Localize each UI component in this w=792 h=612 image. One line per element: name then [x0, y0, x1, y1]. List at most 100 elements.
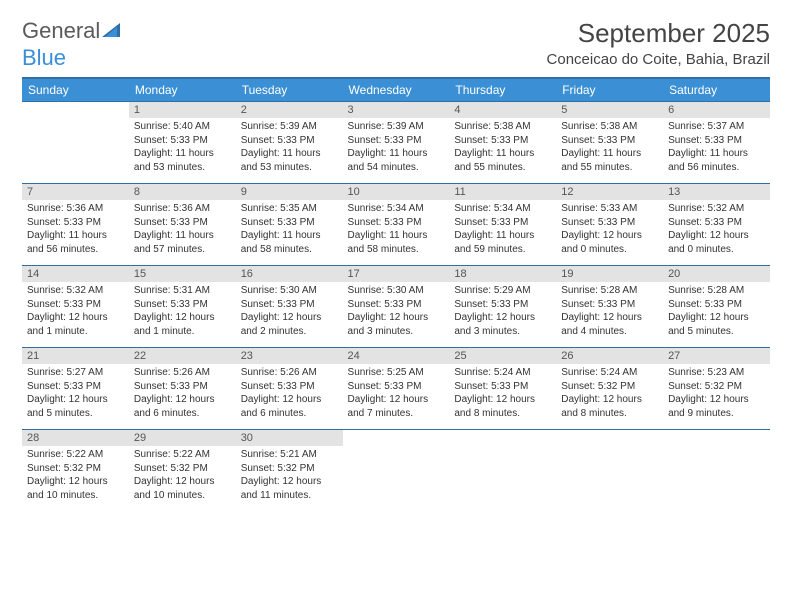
day-number: 24: [343, 348, 450, 364]
day-number: 25: [449, 348, 556, 364]
calendar-day-cell: [449, 430, 556, 508]
day-info: Sunrise: 5:26 AMSunset: 5:33 PMDaylight:…: [236, 364, 343, 424]
day-info: Sunrise: 5:40 AMSunset: 5:33 PMDaylight:…: [129, 118, 236, 178]
day-info: Sunrise: 5:37 AMSunset: 5:33 PMDaylight:…: [663, 118, 770, 178]
logo-text-general: General: [22, 18, 100, 43]
weekday-header: Saturday: [663, 78, 770, 102]
day-number: 26: [556, 348, 663, 364]
day-number: 17: [343, 266, 450, 282]
calendar-day-cell: 13Sunrise: 5:32 AMSunset: 5:33 PMDayligh…: [663, 184, 770, 266]
day-number: 1: [129, 102, 236, 118]
day-info: Sunrise: 5:28 AMSunset: 5:33 PMDaylight:…: [556, 282, 663, 342]
weekday-header: Monday: [129, 78, 236, 102]
day-info: Sunrise: 5:39 AMSunset: 5:33 PMDaylight:…: [236, 118, 343, 178]
day-number: 18: [449, 266, 556, 282]
day-info: Sunrise: 5:32 AMSunset: 5:33 PMDaylight:…: [22, 282, 129, 342]
calendar-day-cell: 16Sunrise: 5:30 AMSunset: 5:33 PMDayligh…: [236, 266, 343, 348]
day-number: 5: [556, 102, 663, 118]
day-info: Sunrise: 5:35 AMSunset: 5:33 PMDaylight:…: [236, 200, 343, 260]
calendar-day-cell: [663, 430, 770, 508]
day-info: Sunrise: 5:34 AMSunset: 5:33 PMDaylight:…: [343, 200, 450, 260]
calendar-week-row: 28Sunrise: 5:22 AMSunset: 5:32 PMDayligh…: [22, 430, 770, 508]
day-number: 2: [236, 102, 343, 118]
calendar-day-cell: 23Sunrise: 5:26 AMSunset: 5:33 PMDayligh…: [236, 348, 343, 430]
weekday-header: Friday: [556, 78, 663, 102]
day-number: 6: [663, 102, 770, 118]
day-info: Sunrise: 5:34 AMSunset: 5:33 PMDaylight:…: [449, 200, 556, 260]
day-number: 7: [22, 184, 129, 200]
day-info: Sunrise: 5:24 AMSunset: 5:33 PMDaylight:…: [449, 364, 556, 424]
day-info: Sunrise: 5:31 AMSunset: 5:33 PMDaylight:…: [129, 282, 236, 342]
day-info: Sunrise: 5:30 AMSunset: 5:33 PMDaylight:…: [236, 282, 343, 342]
weekday-header: Wednesday: [343, 78, 450, 102]
calendar-day-cell: 18Sunrise: 5:29 AMSunset: 5:33 PMDayligh…: [449, 266, 556, 348]
month-title: September 2025: [547, 18, 770, 49]
logo: General Blue: [22, 18, 124, 71]
calendar-day-cell: 29Sunrise: 5:22 AMSunset: 5:32 PMDayligh…: [129, 430, 236, 508]
day-number: 20: [663, 266, 770, 282]
calendar-day-cell: 25Sunrise: 5:24 AMSunset: 5:33 PMDayligh…: [449, 348, 556, 430]
title-block: September 2025 Conceicao do Coite, Bahia…: [547, 18, 770, 68]
day-info: Sunrise: 5:25 AMSunset: 5:33 PMDaylight:…: [343, 364, 450, 424]
calendar-day-cell: 12Sunrise: 5:33 AMSunset: 5:33 PMDayligh…: [556, 184, 663, 266]
day-number: 30: [236, 430, 343, 446]
calendar-day-cell: 4Sunrise: 5:38 AMSunset: 5:33 PMDaylight…: [449, 102, 556, 184]
weekday-header: Thursday: [449, 78, 556, 102]
day-info: Sunrise: 5:30 AMSunset: 5:33 PMDaylight:…: [343, 282, 450, 342]
day-number: 8: [129, 184, 236, 200]
day-info: Sunrise: 5:23 AMSunset: 5:32 PMDaylight:…: [663, 364, 770, 424]
calendar-day-cell: 2Sunrise: 5:39 AMSunset: 5:33 PMDaylight…: [236, 102, 343, 184]
calendar-header-row: Sunday Monday Tuesday Wednesday Thursday…: [22, 78, 770, 102]
day-info: Sunrise: 5:39 AMSunset: 5:33 PMDaylight:…: [343, 118, 450, 178]
day-info: Sunrise: 5:29 AMSunset: 5:33 PMDaylight:…: [449, 282, 556, 342]
day-number: 12: [556, 184, 663, 200]
day-info: Sunrise: 5:27 AMSunset: 5:33 PMDaylight:…: [22, 364, 129, 424]
calendar-day-cell: 20Sunrise: 5:28 AMSunset: 5:33 PMDayligh…: [663, 266, 770, 348]
day-number: 29: [129, 430, 236, 446]
day-info: Sunrise: 5:22 AMSunset: 5:32 PMDaylight:…: [22, 446, 129, 506]
day-number: 27: [663, 348, 770, 364]
calendar-day-cell: 28Sunrise: 5:22 AMSunset: 5:32 PMDayligh…: [22, 430, 129, 508]
day-number: 10: [343, 184, 450, 200]
day-number: 19: [556, 266, 663, 282]
calendar-day-cell: 22Sunrise: 5:26 AMSunset: 5:33 PMDayligh…: [129, 348, 236, 430]
calendar-day-cell: 24Sunrise: 5:25 AMSunset: 5:33 PMDayligh…: [343, 348, 450, 430]
calendar-day-cell: [556, 430, 663, 508]
calendar-day-cell: [343, 430, 450, 508]
calendar-day-cell: 3Sunrise: 5:39 AMSunset: 5:33 PMDaylight…: [343, 102, 450, 184]
day-number: 23: [236, 348, 343, 364]
logo-text-blue: Blue: [22, 45, 66, 70]
calendar-day-cell: 19Sunrise: 5:28 AMSunset: 5:33 PMDayligh…: [556, 266, 663, 348]
calendar-week-row: 7Sunrise: 5:36 AMSunset: 5:33 PMDaylight…: [22, 184, 770, 266]
day-number: 16: [236, 266, 343, 282]
calendar-day-cell: 21Sunrise: 5:27 AMSunset: 5:33 PMDayligh…: [22, 348, 129, 430]
calendar-day-cell: 14Sunrise: 5:32 AMSunset: 5:33 PMDayligh…: [22, 266, 129, 348]
calendar-week-row: 21Sunrise: 5:27 AMSunset: 5:33 PMDayligh…: [22, 348, 770, 430]
day-info: Sunrise: 5:28 AMSunset: 5:33 PMDaylight:…: [663, 282, 770, 342]
day-number: 4: [449, 102, 556, 118]
calendar-day-cell: 9Sunrise: 5:35 AMSunset: 5:33 PMDaylight…: [236, 184, 343, 266]
calendar-day-cell: 27Sunrise: 5:23 AMSunset: 5:32 PMDayligh…: [663, 348, 770, 430]
day-number: 15: [129, 266, 236, 282]
day-number: 9: [236, 184, 343, 200]
day-info: Sunrise: 5:36 AMSunset: 5:33 PMDaylight:…: [129, 200, 236, 260]
day-info: Sunrise: 5:38 AMSunset: 5:33 PMDaylight:…: [556, 118, 663, 178]
day-info: Sunrise: 5:22 AMSunset: 5:32 PMDaylight:…: [129, 446, 236, 506]
calendar-day-cell: 6Sunrise: 5:37 AMSunset: 5:33 PMDaylight…: [663, 102, 770, 184]
calendar-day-cell: [22, 102, 129, 184]
day-info: Sunrise: 5:26 AMSunset: 5:33 PMDaylight:…: [129, 364, 236, 424]
calendar-day-cell: 11Sunrise: 5:34 AMSunset: 5:33 PMDayligh…: [449, 184, 556, 266]
calendar-day-cell: 30Sunrise: 5:21 AMSunset: 5:32 PMDayligh…: [236, 430, 343, 508]
calendar-table: Sunday Monday Tuesday Wednesday Thursday…: [22, 77, 770, 508]
calendar-day-cell: 15Sunrise: 5:31 AMSunset: 5:33 PMDayligh…: [129, 266, 236, 348]
calendar-week-row: 14Sunrise: 5:32 AMSunset: 5:33 PMDayligh…: [22, 266, 770, 348]
day-info: Sunrise: 5:24 AMSunset: 5:32 PMDaylight:…: [556, 364, 663, 424]
calendar-day-cell: 1Sunrise: 5:40 AMSunset: 5:33 PMDaylight…: [129, 102, 236, 184]
calendar-day-cell: 5Sunrise: 5:38 AMSunset: 5:33 PMDaylight…: [556, 102, 663, 184]
day-number: 22: [129, 348, 236, 364]
day-number: 14: [22, 266, 129, 282]
weekday-header: Sunday: [22, 78, 129, 102]
day-number: 13: [663, 184, 770, 200]
day-number: 21: [22, 348, 129, 364]
calendar-day-cell: 17Sunrise: 5:30 AMSunset: 5:33 PMDayligh…: [343, 266, 450, 348]
